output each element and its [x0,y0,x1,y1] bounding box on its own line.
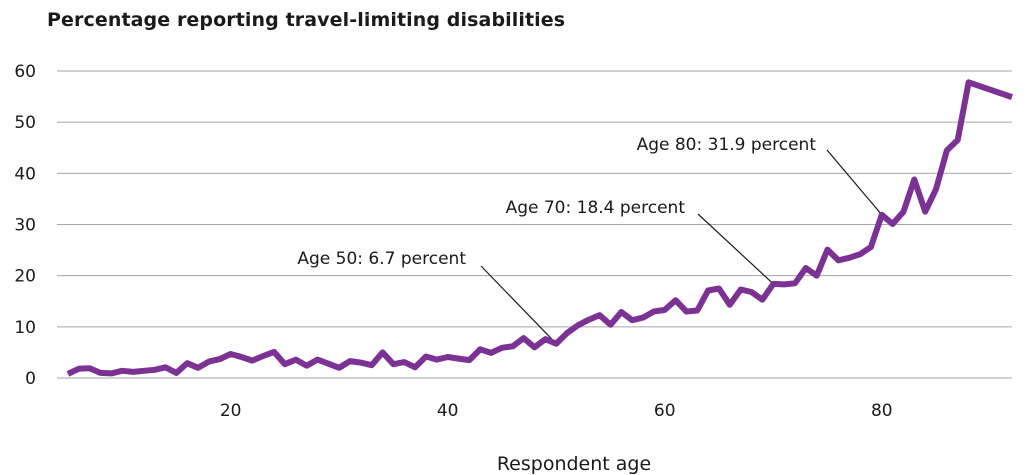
y-tick-label: 10 [14,318,36,338]
y-tick-label: 60 [14,62,36,82]
x-tick-label: 20 [220,401,242,421]
x-axis-label: Respondent age [497,453,651,475]
x-axis-ticks: 20 40 60 80 [220,401,893,421]
annotations: Age 50: 6.7 percent Age 70: 18.4 percent A… [297,135,883,345]
annotation-leader-line [826,149,883,216]
annotation-label: Age 50: 6.7 percent [297,249,466,269]
annotation-label: Age 70: 18.4 percent [506,198,686,218]
x-tick-label: 60 [654,401,676,421]
annotation-leader-line [480,265,557,345]
annotation-leader-line [697,213,774,285]
x-tick-label: 40 [437,401,459,421]
y-tick-label: 50 [14,113,36,133]
x-tick-label: 80 [871,401,893,421]
y-tick-label: 0 [25,369,36,389]
series-line [66,79,1013,377]
series-layer [66,79,1013,377]
y-tick-label: 30 [14,216,36,236]
y-tick-label: 20 [14,267,36,287]
y-axis-ticks: 0 10 20 30 40 50 60 [14,62,36,389]
chart-title: Percentage reporting travel-limiting dis… [47,9,566,31]
annotation-label: Age 80: 31.9 percent [637,135,817,155]
y-tick-label: 40 [14,164,36,184]
gridlines [57,70,1012,379]
